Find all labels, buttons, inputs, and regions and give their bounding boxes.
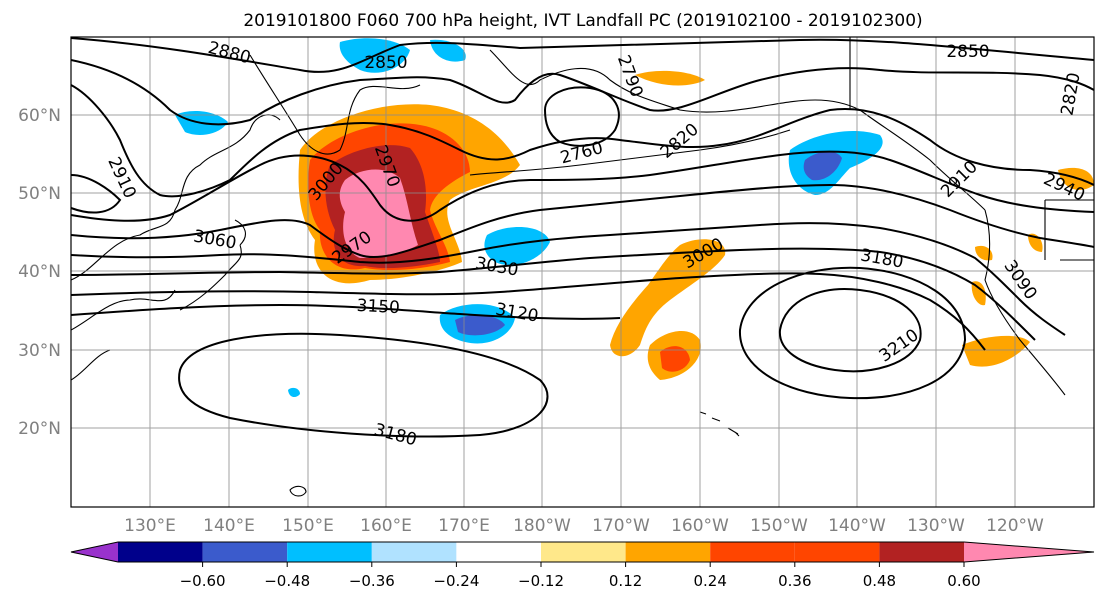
coastlines — [71, 37, 1094, 497]
lon-tick-label: 120°W — [986, 516, 1044, 536]
colorbar-segment — [541, 542, 626, 562]
colorbar-tick-label: 0.24 — [693, 572, 726, 590]
height-contours — [71, 37, 1094, 438]
extreme-region — [339, 169, 418, 258]
lat-tick-label: 50°N — [18, 184, 61, 204]
lon-tick-label: 150°W — [750, 516, 808, 536]
colorbar-tick-label: −0.12 — [518, 572, 564, 590]
lon-tick-label: 170°E — [438, 516, 490, 536]
negative-anomaly-siberia — [430, 39, 466, 62]
map-frame — [70, 36, 1095, 508]
colorbar-segment — [879, 542, 964, 562]
colorbar-segment — [287, 542, 372, 562]
alaska-coast — [489, 49, 986, 211]
strong-negative-subtropics — [455, 315, 505, 336]
colorbar-segment — [202, 542, 288, 562]
negative-anomaly-midpac — [484, 226, 550, 266]
contour-line — [71, 303, 621, 320]
colorbar-tick-label: −0.24 — [433, 572, 479, 590]
colorbar-segment — [371, 542, 457, 562]
contour-label: 2850 — [364, 53, 407, 73]
aleutian-islands — [469, 129, 791, 176]
colorbar-segment — [794, 542, 880, 562]
japan-coast — [179, 219, 246, 311]
contour-line — [738, 266, 967, 400]
longitude-labels: 130°E 140°E 150°E 160°E 170°E 180°W 170°… — [124, 516, 1044, 536]
colorbar-segment — [456, 542, 541, 562]
colorbar-tick-label: −0.60 — [180, 572, 226, 590]
lon-tick-label: 140°E — [203, 516, 255, 536]
gridlines — [71, 37, 1094, 507]
lon-tick-label: 140°W — [828, 516, 886, 536]
pacific-island — [289, 485, 307, 497]
lon-tick-label: 160°E — [360, 516, 412, 536]
lat-tick-label: 30°N — [18, 341, 61, 361]
colorbar-segment — [710, 542, 795, 562]
contour-line — [71, 59, 1094, 126]
colorbar-tick-label: 0.36 — [778, 572, 811, 590]
contour-label: 3150 — [356, 296, 400, 318]
positive-patch-coast-2 — [975, 245, 993, 261]
lon-tick-label: 170°W — [592, 516, 650, 536]
colorbar-segment — [118, 542, 203, 562]
contour-line — [71, 247, 1036, 341]
lat-tick-label: 20°N — [18, 419, 61, 439]
canada-borders — [849, 37, 1094, 261]
contour-line — [71, 272, 986, 351]
contour-line — [71, 37, 1094, 73]
lon-tick-label: 130°W — [907, 516, 965, 536]
colorbar-tick-label: 0.12 — [609, 572, 642, 590]
latitude-labels: 60°N 50°N 40°N 30°N 20°N — [18, 106, 61, 439]
colorbar-tick-labels: −0.60 −0.48 −0.36 −0.24 −0.12 0.12 0.24 … — [180, 572, 981, 590]
contour-line — [71, 222, 1066, 336]
colorbar-tick-label: 0.60 — [947, 572, 980, 590]
colorbar-under-arrow — [71, 542, 118, 562]
positive-patch-alaska — [635, 70, 705, 86]
contour-line — [71, 150, 1094, 222]
positive-anomaly-band — [610, 239, 726, 357]
lon-tick-label: 160°W — [671, 516, 729, 536]
colorbar-ticks — [202, 562, 965, 567]
lon-tick-label: 150°E — [282, 516, 334, 536]
map-panel: 2880 2850 2910 2790 2850 2820 2760 2820 … — [71, 37, 1094, 507]
strong-positive-blob — [660, 346, 690, 372]
contour-line — [71, 174, 122, 214]
colorbar-tick-label: 0.48 — [863, 572, 896, 590]
na-west-coast — [984, 209, 1066, 396]
contour-line — [543, 86, 620, 147]
contour-line — [778, 288, 922, 373]
asia-coast — [71, 114, 281, 381]
kamchatka-coast — [249, 54, 421, 155]
lon-tick-label: 130°E — [124, 516, 176, 536]
lat-tick-label: 40°N — [18, 262, 61, 282]
lat-tick-label: 60°N — [18, 106, 61, 126]
colorbar-over-arrow — [964, 542, 1094, 562]
ivt-shading — [175, 38, 1094, 398]
hawaii-islands — [699, 411, 740, 437]
colorbar-tick-label: −0.36 — [349, 572, 395, 590]
contour-label: 2850 — [946, 42, 989, 62]
lon-tick-label: 180°W — [513, 516, 571, 536]
colorbar: −0.60 −0.48 −0.36 −0.24 −0.12 0.12 0.24 … — [70, 541, 1095, 590]
colorbar-tick-label: −0.48 — [264, 572, 310, 590]
contour-line — [178, 332, 549, 438]
colorbar-outline — [70, 541, 1095, 563]
positive-patch-coast — [971, 281, 986, 306]
colorbar-segment — [625, 542, 711, 562]
negative-patch-small — [288, 387, 300, 398]
contour-line — [71, 183, 1094, 259]
map-title: 2019101800 F060 700 hPa height, IVT Land… — [243, 11, 922, 31]
contour-line — [71, 84, 1094, 198]
strong-negative-gulf — [803, 151, 842, 181]
